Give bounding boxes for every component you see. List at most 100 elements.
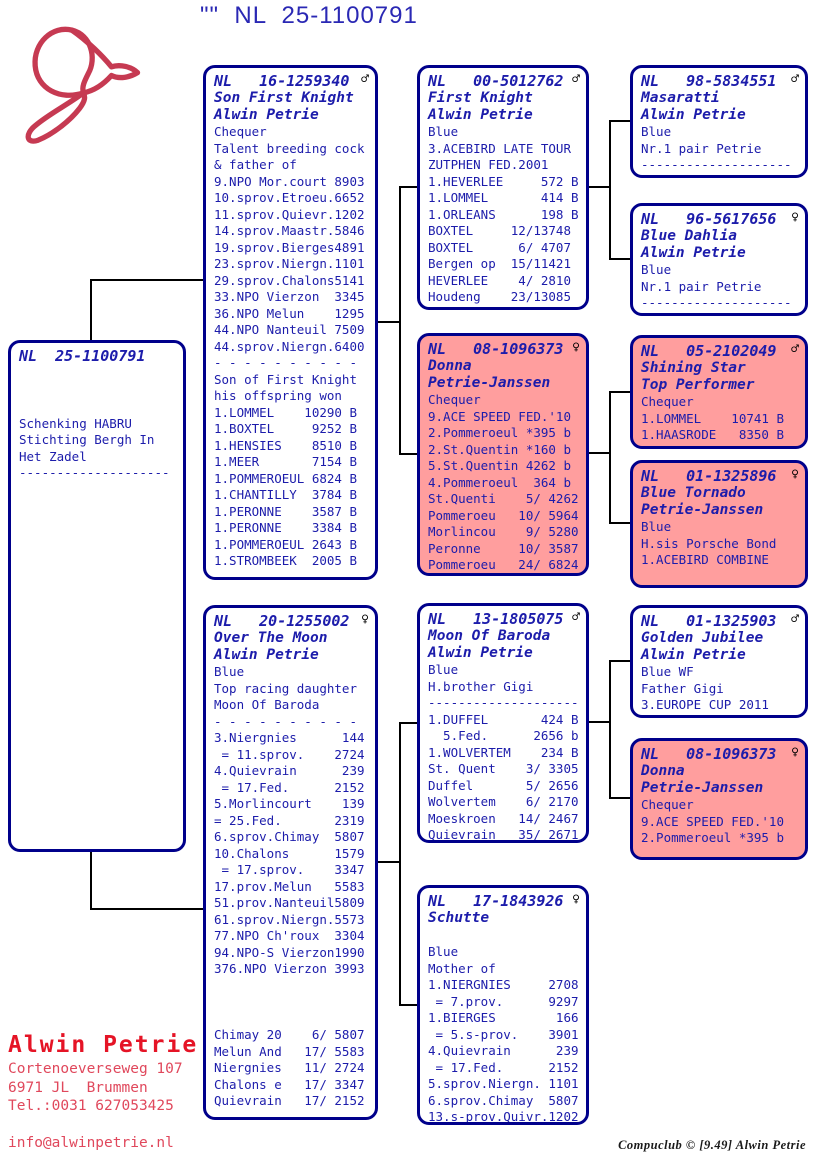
ring-number: NL 17-1843926 [428, 892, 564, 910]
male-icon: ♂ [791, 72, 799, 87]
pigeon-details: Blue H.sis Porsche Bond 1.ACEBIRD COMBIN… [641, 519, 777, 567]
female-icon: ♀ [572, 892, 580, 907]
pigeon-owner [19, 382, 179, 399]
pigeon-owner [428, 927, 582, 944]
pedigree-box-dam-sire-sire: NL 01-1325903 ♂ Golden Jubilee Alwin Pet… [630, 605, 808, 718]
pigeon-name: Golden Jubilee [641, 630, 764, 646]
ring-number: NL 01-1325896 [641, 467, 777, 485]
connector-line [589, 186, 611, 188]
connector-line [90, 851, 92, 910]
pigeon-owner: Alwin Petrie [641, 647, 746, 663]
pigeon-owner: Alwin Petrie [428, 645, 533, 661]
pigeon-name: Schutte [428, 910, 490, 926]
pigeon-details: Chequer Talent breeding cock & father of… [214, 124, 365, 568]
female-icon: ♀ [572, 340, 580, 355]
ring-number: NL 96-5617656 [641, 210, 777, 228]
pedigree-box-sire-sire-dam: NL 96-5617656 ♀ Blue Dahlia Alwin Petrie… [630, 203, 808, 316]
connector-line [399, 1004, 417, 1006]
male-icon: ♂ [572, 72, 580, 87]
pedigree-box-sire-sire-sire: NL 98-5834551 ♂ Masaratti Alwin Petrie B… [630, 65, 808, 178]
box-header: NL 25-1100791 [19, 348, 179, 365]
connector-line [589, 452, 611, 454]
pigeon-name: Over The Moon [214, 630, 328, 646]
pedigree-box-sire: NL 16-1259340 ♂ Son First Knight Alwin P… [203, 65, 378, 580]
pedigree-box-dam-sire: NL 13-1805075 ♂ Moon Of Baroda Alwin Pet… [417, 603, 589, 843]
pigeon-logo-icon [25, 26, 141, 144]
pigeon-name: Masaratti [641, 90, 720, 106]
connector-line [378, 321, 401, 323]
pedigree-box-sire-dam-sire: NL 05-2102049 ♂ Shining Star Top Perform… [630, 335, 808, 449]
connector-line [589, 721, 611, 723]
pigeon-owner: Alwin Petrie [428, 107, 533, 123]
pigeon-name: Donna [641, 763, 685, 779]
pigeon-owner: Petrie-Janssen [428, 375, 551, 391]
connector-line [378, 861, 401, 863]
connector-line [399, 722, 417, 724]
ring-number: NL 25-1100791 [19, 347, 146, 365]
female-icon: ♀ [791, 467, 799, 482]
pigeon-details: Blue 3.ACEBIRD LATE TOUR ZUTPHEN FED.200… [428, 124, 579, 304]
pedigree-box-sire-dam-dam: NL 01-1325896 ♀ Blue Tornado Petrie-Jans… [630, 460, 808, 588]
footer-credit: Compuclub © [9.49] Alwin Petrie [618, 1138, 806, 1152]
connector-line [609, 391, 611, 524]
box-header: NL 01-1325896 ♀ [641, 468, 801, 485]
pigeon-name: Shining Star [641, 360, 746, 376]
pigeon-name: Donna [428, 358, 472, 374]
box-header: NL 05-2102049 ♂ [641, 343, 801, 360]
male-icon: ♂ [572, 610, 580, 625]
pigeon-owner: Alwin Petrie [214, 107, 319, 123]
connector-line [399, 186, 401, 455]
pigeon-details: Schenking HABRU Stichting Bergh In Het Z… [19, 415, 170, 481]
pedigree-box-dam: NL 20-1255002 ♀ Over The Moon Alwin Petr… [203, 605, 378, 1120]
pedigree-box-subject: NL 25-1100791 Schenking HABRU Stichting … [8, 340, 186, 852]
pedigree-box-dam-sire-dam: NL 08-1096373 ♀ Donna Petrie-Janssen Che… [630, 738, 808, 860]
connector-line [609, 120, 611, 260]
male-icon: ♂ [791, 612, 799, 627]
female-icon: ♀ [791, 210, 799, 225]
male-icon: ♂ [791, 342, 799, 357]
ring-number: NL 16-1259340 [214, 72, 350, 90]
pedigree-box-sire-sire: NL 00-5012762 ♂ First Knight Alwin Petri… [417, 65, 589, 310]
connector-line [609, 797, 630, 799]
breeder-name: Alwin Petrie [8, 1032, 199, 1058]
connector-line [399, 722, 401, 1006]
pigeon-owner: Alwin Petrie [214, 647, 319, 663]
connector-line [399, 186, 417, 188]
box-header: NL 20-1255002 ♀ [214, 613, 371, 630]
box-header: NL 17-1843926 ♀ [428, 893, 582, 910]
pigeon-details: Blue H.brother Gigi --------------------… [428, 662, 579, 842]
connector-line [90, 279, 203, 281]
pigeon-details: Chequer 9.ACE SPEED FED.'10 2.Pommeroeul… [641, 797, 784, 845]
page-title: "" NL 25-1100791 [200, 2, 418, 29]
connector-line [90, 279, 92, 341]
pigeon-details: Chequer 9.ACE SPEED FED.'10 2.Pommeroeul… [428, 392, 579, 572]
pigeon-name: Blue Tornado [641, 485, 746, 501]
connector-line [609, 522, 630, 524]
pigeon-name: First Knight [428, 90, 533, 106]
connector-line [609, 120, 630, 122]
connector-line [609, 660, 611, 799]
connector-line [609, 258, 630, 260]
ring-number: NL 01-1325903 [641, 612, 777, 630]
female-icon: ♀ [361, 612, 369, 627]
pigeon-owner: Petrie-Janssen [641, 502, 764, 518]
box-header: NL 13-1805075 ♂ [428, 611, 582, 628]
ring-number: NL 00-5012762 [428, 72, 564, 90]
pedigree-box-sire-dam: NL 08-1096373 ♀ Donna Petrie-Janssen Che… [417, 333, 589, 576]
box-header: NL 00-5012762 ♂ [428, 73, 582, 90]
ring-number: NL 05-2102049 [641, 342, 777, 360]
ring-number: NL 08-1096373 [641, 745, 777, 763]
pigeon-owner: Alwin Petrie [641, 245, 746, 261]
connector-line [609, 660, 630, 662]
pigeon-name: Son First Knight [214, 90, 354, 106]
box-header: NL 08-1096373 ♀ [641, 746, 801, 763]
male-icon: ♂ [361, 72, 369, 87]
box-header: NL 96-5617656 ♀ [641, 211, 801, 228]
pigeon-name [19, 365, 179, 382]
pigeon-details: Blue Mother of 1.NIERGNIES 2708 = 7.prov… [428, 944, 579, 1124]
ring-number: NL 20-1255002 [214, 612, 350, 630]
box-header: NL 98-5834551 ♂ [641, 73, 801, 90]
pigeon-owner: Top Performer [641, 377, 755, 393]
pedigree-box-dam-dam: NL 17-1843926 ♀ Schutte Blue Mother of 1… [417, 885, 589, 1125]
